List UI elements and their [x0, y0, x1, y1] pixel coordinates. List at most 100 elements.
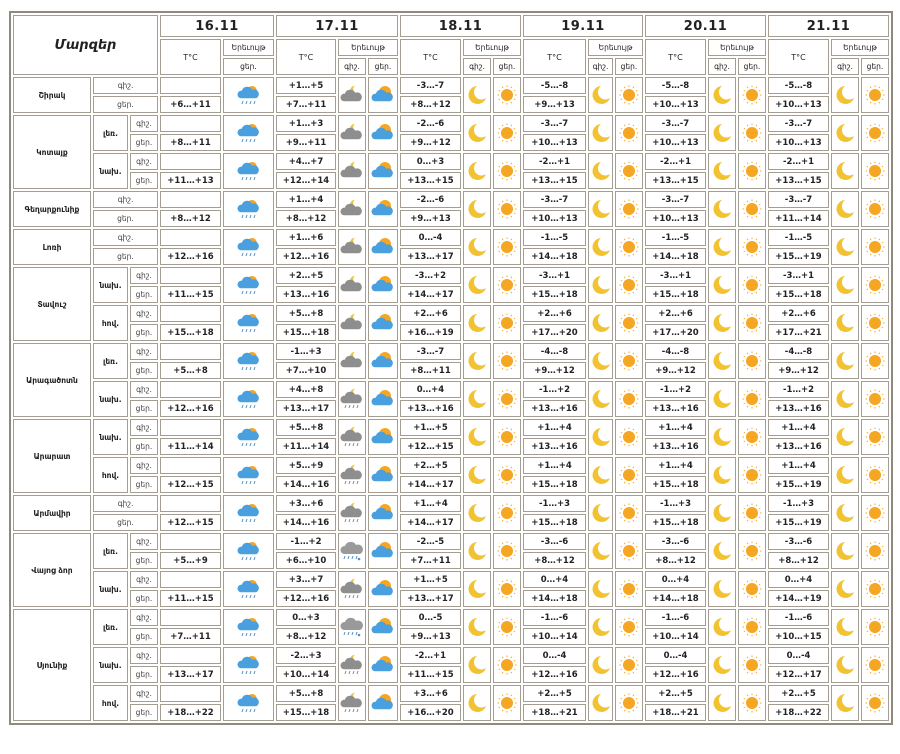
moon-rain-cloud-icon — [339, 577, 365, 601]
day-temperature: +8…+12 — [160, 210, 221, 227]
date-header: 19.11 — [523, 15, 643, 37]
zone-subregion: հով. — [93, 457, 128, 493]
temperature-header: T°C — [523, 39, 586, 75]
table-row-day: ցեր. +6…+11 +7…+11 +8…+12 +9…+13 +10…+13 +10…+… — [13, 96, 889, 113]
night-header: գիշ. — [463, 58, 491, 75]
weather-icon-cell — [708, 381, 736, 417]
zone-subregion: նախ. — [93, 647, 128, 683]
sun-icon — [616, 616, 642, 638]
day-temperature: +13…+15 — [523, 172, 586, 189]
weather-icon-cell — [738, 685, 766, 721]
day-temperature: +5…+8 — [160, 362, 221, 379]
night-label: գիշ. — [130, 419, 158, 436]
day-label: ցեր. — [93, 210, 158, 227]
weather-icon-cell — [493, 419, 521, 455]
weather-icon-cell — [615, 153, 643, 189]
moon-icon — [464, 616, 490, 638]
weather-icon-cell — [738, 533, 766, 569]
weather-icon-cell — [738, 495, 766, 531]
weather-icon-cell — [493, 571, 521, 607]
day-temperature: +7…+11 — [400, 552, 461, 569]
day-temperature: +9…+12 — [768, 362, 829, 379]
day-temperature: +15…+19 — [768, 248, 829, 265]
weather-icon-cell — [861, 609, 889, 645]
day-temperature: +13…+16 — [768, 400, 829, 417]
night-temperature: -1…+2 — [645, 381, 706, 398]
weather-icon-cell — [493, 495, 521, 531]
night-temperature: +5…+8 — [276, 685, 336, 702]
moon-icon — [589, 578, 612, 600]
weather-icon-cell — [223, 77, 274, 113]
moon-icon — [832, 426, 858, 448]
sun-icon — [616, 350, 642, 372]
night-header: գիշ. — [588, 58, 613, 75]
weather-icon-cell — [368, 495, 398, 531]
weather-icon-cell — [368, 571, 398, 607]
day-header: ցեր. — [223, 58, 274, 75]
day-temperature: +13…+16 — [768, 438, 829, 455]
night-temperature: 0…-4 — [523, 647, 586, 664]
rain-sun-cloud-icon — [224, 691, 273, 715]
zone-subregion: լեռ. — [93, 343, 128, 379]
weather-icon-cell — [708, 533, 736, 569]
table-row-night: Տավուշ նախ. գիշ. +2…+5 -3…+2 -3…+1 -3…+1 -3…+1 — [13, 267, 889, 341]
sun-icon — [862, 540, 888, 562]
night-temperature: -1…+2 — [768, 381, 829, 398]
weather-icon-cell — [861, 229, 889, 265]
night-temperature: -1…-6 — [768, 609, 829, 626]
day-temperature: +12…+16 — [160, 400, 221, 417]
day-temperature: +18…+21 — [523, 704, 586, 721]
weather-icon-cell — [831, 267, 859, 303]
moon-icon — [709, 84, 735, 106]
rain-sun-cloud-icon — [224, 425, 273, 449]
table-row-night: Արագածոտն լեռ. գիշ. -1…+3 -3…-7 -4…-8 -4…-8 -4…… — [13, 343, 889, 417]
day-temperature: +17…+21 — [768, 324, 829, 341]
night-temperature: -3…-7 — [400, 77, 461, 94]
moon-icon — [589, 540, 612, 562]
weather-icon-cell — [223, 609, 274, 645]
day-temperature: +8…+12 — [768, 552, 829, 569]
sun-icon — [862, 464, 888, 486]
sun-icon — [862, 426, 888, 448]
moon-cloud-icon — [339, 198, 365, 220]
weather-icon-cell — [368, 77, 398, 113]
weather-icon-cell — [738, 419, 766, 455]
sun-icon — [494, 388, 520, 410]
weather-icon-cell — [368, 229, 398, 265]
weather-icon-cell — [463, 305, 491, 341]
phenomenon-header: Երեւույթ — [588, 39, 643, 56]
moon-icon — [589, 388, 612, 410]
sun-icon — [862, 350, 888, 372]
moon-cloud-icon — [339, 312, 365, 334]
day-temperature: +9…+11 — [276, 134, 336, 151]
day-temperature: +14…+17 — [400, 514, 461, 531]
weather-icon-cell — [738, 305, 766, 341]
weather-icon-cell — [831, 191, 859, 227]
weather-icon-cell — [615, 647, 643, 683]
date-header: 18.11 — [400, 15, 521, 37]
day-temperature: +12…+14 — [276, 172, 336, 189]
moon-cloud-icon — [339, 350, 365, 372]
moon-icon — [832, 312, 858, 334]
night-temperature — [160, 229, 221, 246]
weather-icon-cell — [861, 647, 889, 683]
weather-icon-cell — [223, 571, 274, 607]
weather-icon-cell — [338, 153, 366, 189]
day-temperature: +10…+13 — [645, 96, 706, 113]
weather-icon-cell — [738, 191, 766, 227]
table-row-day: ցեր. +12…+16 +12…+16 +13…+17 +14…+18 +14…+18 +… — [13, 248, 889, 265]
day-temperature: +14…+17 — [400, 286, 461, 303]
night-temperature — [160, 115, 221, 132]
day-temperature: +13…+16 — [523, 438, 586, 455]
table-row-day: ցեր. +15…+18 +15…+18 +16…+19 +17…+20 +17…+20 +… — [13, 324, 889, 341]
weather-icon-cell — [615, 685, 643, 721]
weather-icon-cell — [223, 495, 274, 531]
day-temperature: +14…+18 — [645, 590, 706, 607]
day-label: ցեր. — [130, 590, 158, 607]
night-temperature: -4…-8 — [523, 343, 586, 360]
sun-cloud-icon — [369, 426, 397, 448]
sun-cloud-icon — [369, 692, 397, 714]
weather-icon-cell — [708, 457, 736, 493]
weather-icon-cell — [463, 571, 491, 607]
weather-icon-cell — [223, 229, 274, 265]
